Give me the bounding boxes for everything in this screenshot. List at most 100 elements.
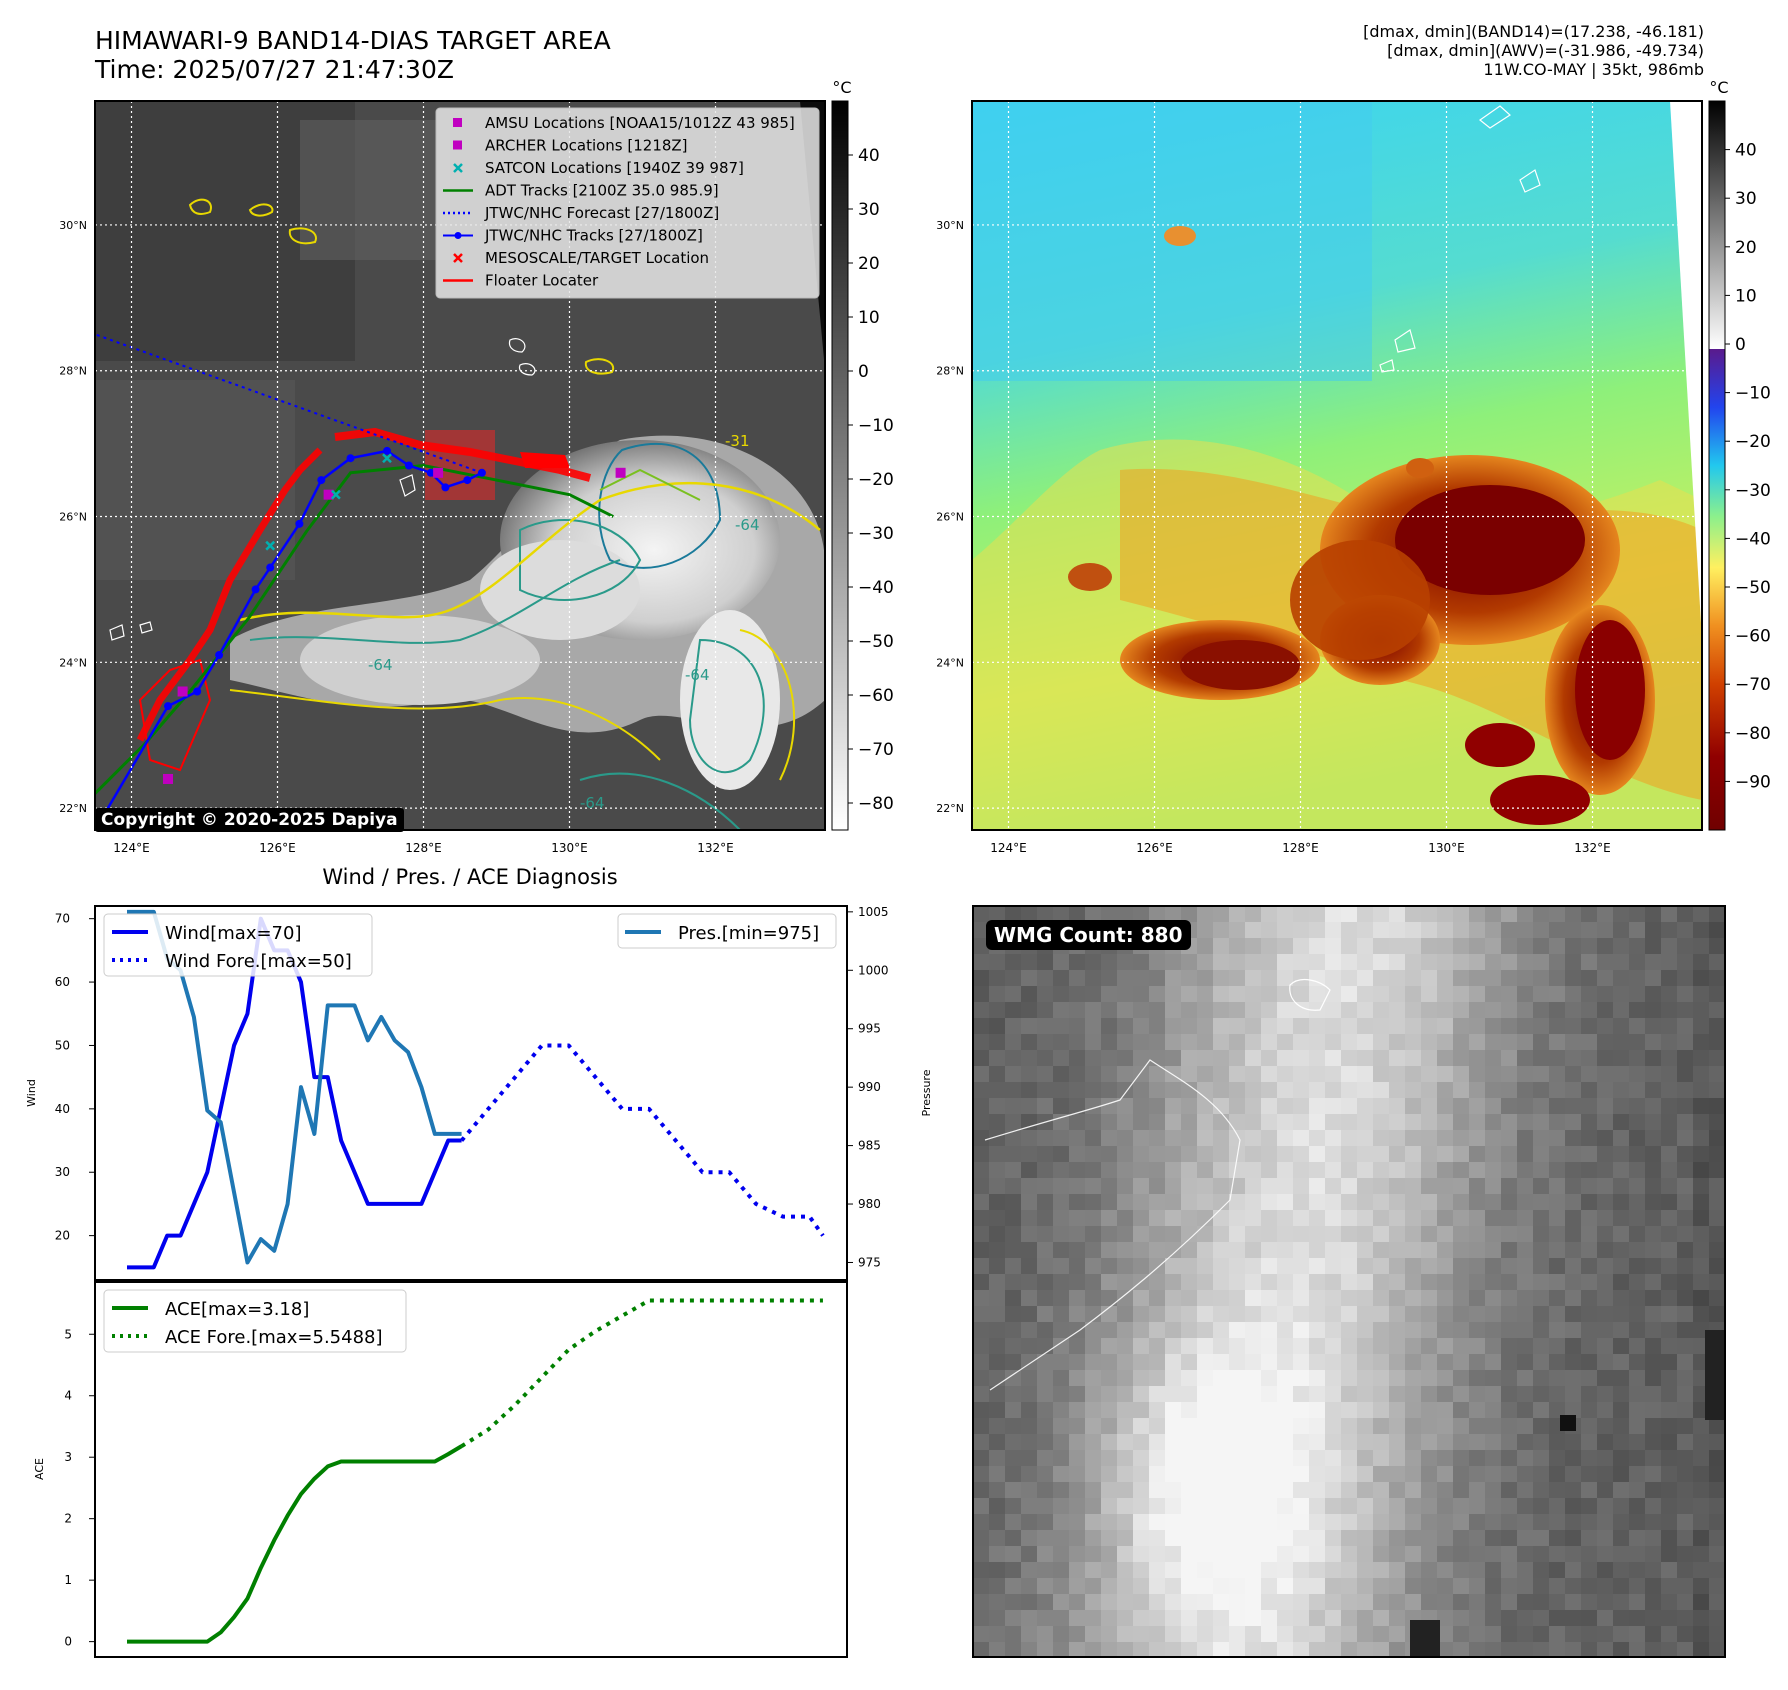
wmg-pixel bbox=[1245, 1082, 1261, 1098]
wmg-pixel bbox=[973, 1082, 989, 1098]
ir-legend: AMSU Locations [NOAA15/1012Z 43 985]ARCH… bbox=[435, 107, 820, 299]
wmg-pixel bbox=[1501, 1450, 1517, 1466]
wmg-pixel bbox=[1661, 1370, 1677, 1386]
wmg-pixel bbox=[1693, 1434, 1709, 1450]
wmg-pixel bbox=[1549, 1386, 1565, 1402]
wmg-pixel bbox=[1149, 986, 1165, 1002]
wmg-pixel bbox=[973, 1114, 989, 1130]
wmg-pixel bbox=[1293, 1242, 1309, 1258]
wmg-pixel bbox=[1085, 1546, 1101, 1562]
archer-marker bbox=[323, 489, 334, 500]
wmg-pixel bbox=[1645, 1178, 1661, 1194]
wind-y-tick-label: 60 bbox=[55, 975, 70, 989]
wmg-pixel bbox=[1005, 986, 1021, 1002]
wmg-pixel bbox=[1725, 1626, 1741, 1642]
wmg-pixel bbox=[1485, 1146, 1501, 1162]
wmg-pixel bbox=[1005, 1610, 1021, 1626]
wmg-pixel bbox=[1181, 1114, 1197, 1130]
wmg-pixel bbox=[1453, 1434, 1469, 1450]
legend-marker-x bbox=[453, 163, 463, 173]
wmg-pixel bbox=[1037, 1002, 1053, 1018]
wmg-pixel bbox=[1405, 1082, 1421, 1098]
wmg-pixel bbox=[1453, 1226, 1469, 1242]
wmg-pixel bbox=[1693, 1290, 1709, 1306]
wmg-pixel bbox=[1341, 1354, 1357, 1370]
wmg-pixel bbox=[1229, 1498, 1245, 1514]
wmg-pixel bbox=[1005, 1290, 1021, 1306]
wmg-pixel bbox=[1597, 1610, 1613, 1626]
wmg-pixel bbox=[1101, 1418, 1117, 1434]
wmg-pixel bbox=[973, 1610, 989, 1626]
wmg-pixel bbox=[1037, 1210, 1053, 1226]
wmg-pixel bbox=[973, 954, 989, 970]
wmg-pixel bbox=[1245, 1194, 1261, 1210]
wmg-pixel bbox=[973, 1338, 989, 1354]
wmg-pixel bbox=[1581, 1098, 1597, 1114]
wmg-pixel bbox=[1485, 1002, 1501, 1018]
wmg-pixel bbox=[1453, 1306, 1469, 1322]
wmg-pixel bbox=[1037, 1530, 1053, 1546]
wmg-pixel bbox=[1117, 1066, 1133, 1082]
wmg-pixel bbox=[1213, 938, 1229, 954]
wmg-pixel bbox=[1565, 1178, 1581, 1194]
wmg-pixel bbox=[1373, 1178, 1389, 1194]
wmg-pixel bbox=[1277, 1386, 1293, 1402]
wmg-pixel bbox=[1437, 1642, 1453, 1657]
wmg-pixel bbox=[973, 1354, 989, 1370]
wmg-pixel bbox=[1053, 1130, 1069, 1146]
wmg-pixel bbox=[1325, 1562, 1341, 1578]
wmg-pixel bbox=[1213, 1050, 1229, 1066]
wmg-pixel bbox=[1389, 1274, 1405, 1290]
wmg-pixel bbox=[1485, 1386, 1501, 1402]
wmg-pixel bbox=[1581, 1082, 1597, 1098]
wmg-pixel bbox=[1373, 1562, 1389, 1578]
wmg-pixel bbox=[1661, 954, 1677, 970]
wmg-pixel bbox=[1165, 970, 1181, 986]
wmg-pixel bbox=[1453, 1466, 1469, 1482]
wmg-pixel bbox=[1421, 1210, 1437, 1226]
legend-label: ARCHER Locations [1218Z] bbox=[485, 137, 688, 155]
wmg-pixel bbox=[1117, 1018, 1133, 1034]
wmg-pixel bbox=[1069, 1066, 1085, 1082]
wmg-pixel bbox=[1613, 1050, 1629, 1066]
wmg-pixel bbox=[1533, 1578, 1549, 1594]
wmg-pixel bbox=[1565, 1034, 1581, 1050]
wmg-pixel bbox=[1149, 1418, 1165, 1434]
wmg-pixel bbox=[1069, 1466, 1085, 1482]
wmg-pixel bbox=[973, 1306, 989, 1322]
wmg-pixel bbox=[1021, 906, 1037, 922]
wmg-pixel bbox=[1613, 1578, 1629, 1594]
wmg-pixel bbox=[1053, 1354, 1069, 1370]
wmg-pixel bbox=[1325, 1178, 1341, 1194]
wmg-pixel bbox=[1165, 1370, 1181, 1386]
wmg-pixel bbox=[1373, 1482, 1389, 1498]
wmg-pixel bbox=[1485, 1034, 1501, 1050]
wmg-pixel bbox=[1181, 1562, 1197, 1578]
wmg-pixel bbox=[1309, 1098, 1325, 1114]
wmg-pixel bbox=[1117, 954, 1133, 970]
wmg-pixel bbox=[1149, 1130, 1165, 1146]
wmg-pixel bbox=[1725, 1162, 1741, 1178]
wmg-pixel bbox=[1485, 970, 1501, 986]
wmg-pixel bbox=[1629, 1050, 1645, 1066]
wmg-pixel bbox=[1501, 1370, 1517, 1386]
wmg-pixel bbox=[1101, 1450, 1117, 1466]
wmg-pixel bbox=[1037, 970, 1053, 986]
wmg-pixel bbox=[1677, 1434, 1693, 1450]
wmg-pixel bbox=[1181, 1306, 1197, 1322]
wmg-pixel bbox=[1565, 1450, 1581, 1466]
wmg-pixel bbox=[1693, 1050, 1709, 1066]
wmg-pixel bbox=[1309, 1610, 1325, 1626]
wmg-pixel bbox=[1517, 1242, 1533, 1258]
wmg-pixel bbox=[989, 1210, 1005, 1226]
wmg-pixel bbox=[1229, 1050, 1245, 1066]
wmg-pixel bbox=[1037, 1098, 1053, 1114]
wmg-pixel bbox=[1629, 1082, 1645, 1098]
wmg-pixel bbox=[1101, 1562, 1117, 1578]
wmg-pixel bbox=[1549, 1402, 1565, 1418]
wmg-pixel bbox=[1677, 1178, 1693, 1194]
wmg-pixel bbox=[1725, 1610, 1741, 1626]
wmg-pixel bbox=[1341, 1114, 1357, 1130]
wmg-pixel bbox=[1565, 1514, 1581, 1530]
wmg-pixel bbox=[1005, 1034, 1021, 1050]
